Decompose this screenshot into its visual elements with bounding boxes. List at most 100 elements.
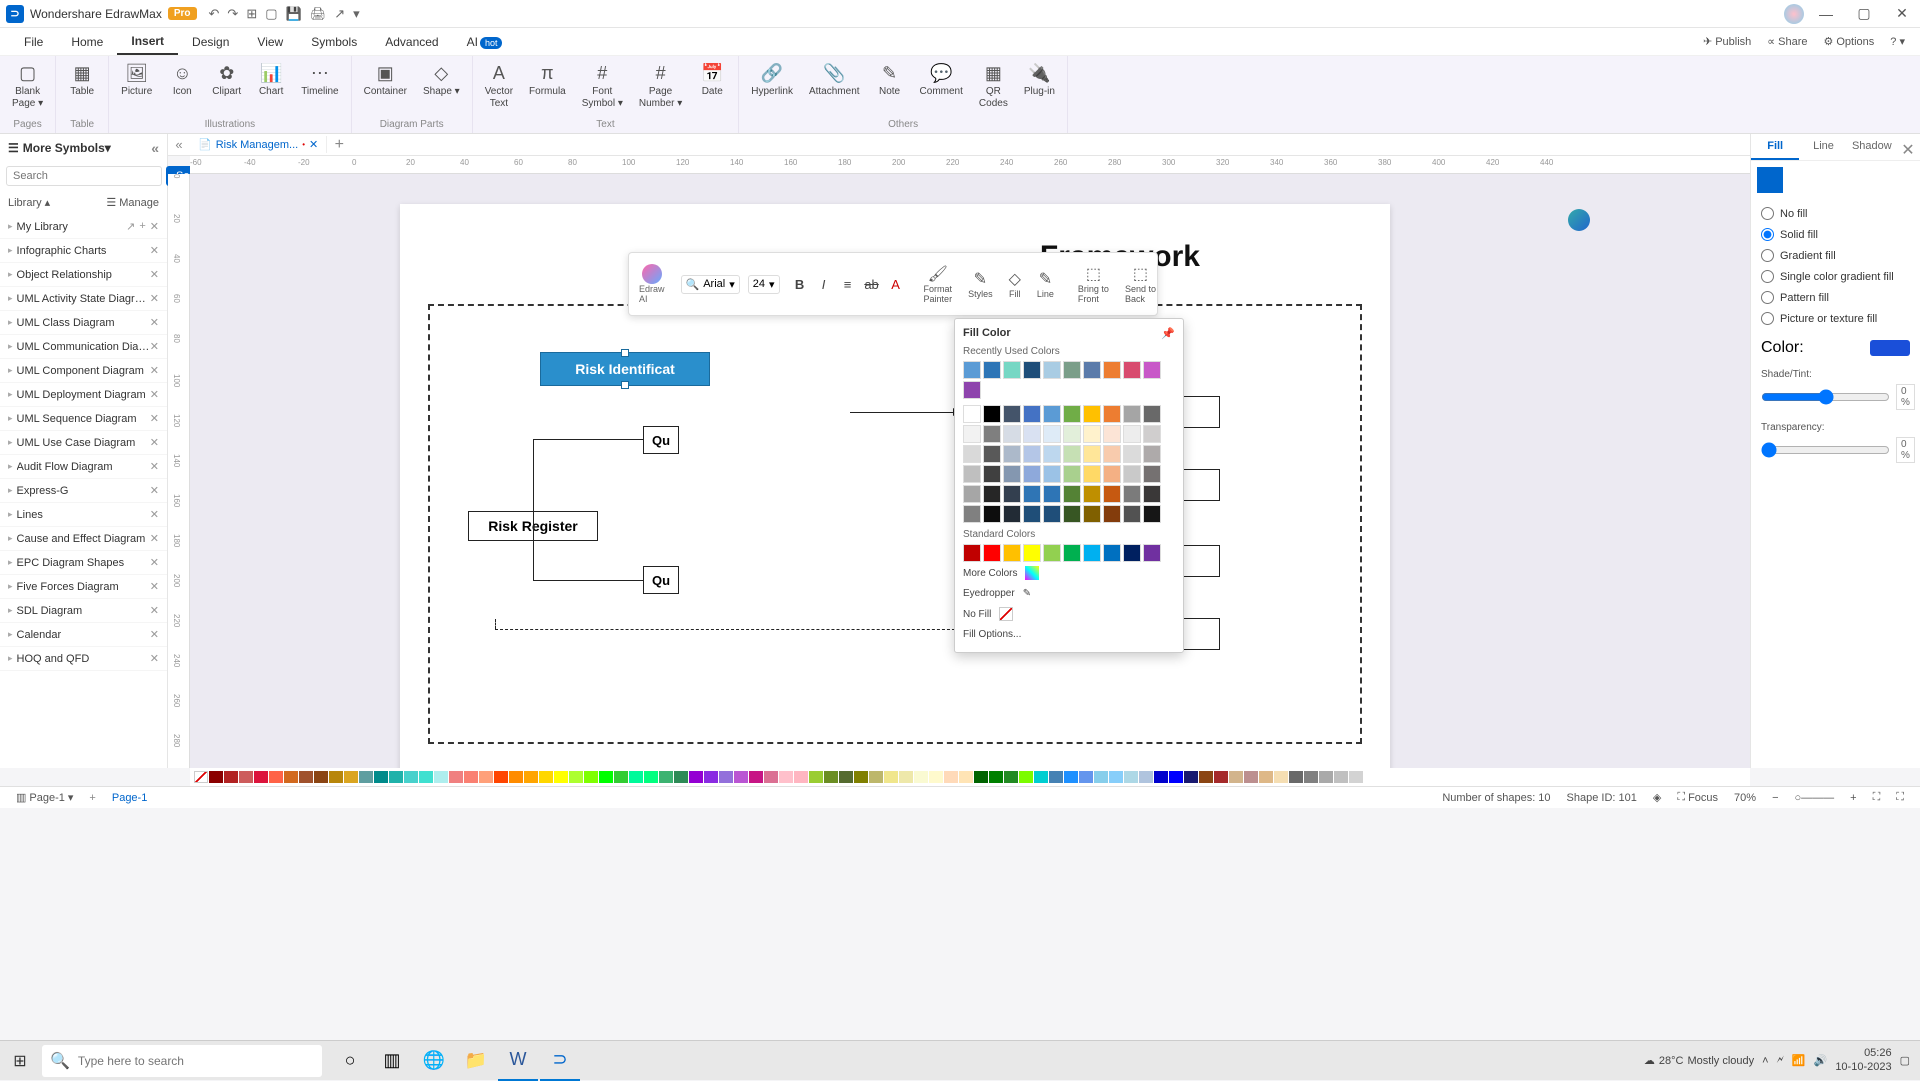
notification-icon[interactable]: ▢ xyxy=(1900,1054,1910,1067)
color-swatch[interactable] xyxy=(1043,425,1061,443)
export-button[interactable]: ↗ xyxy=(334,6,345,22)
save-button[interactable]: 💾 xyxy=(286,6,302,22)
library-item[interactable]: ▸Lines✕ xyxy=(0,503,167,527)
palette-swatch[interactable] xyxy=(659,771,673,783)
color-swatch[interactable] xyxy=(1123,465,1141,483)
menu-design[interactable]: Design xyxy=(178,30,243,54)
palette-swatch[interactable] xyxy=(479,771,493,783)
library-item[interactable]: ▸Cause and Effect Diagram✕ xyxy=(0,527,167,551)
palette-swatch[interactable] xyxy=(959,771,973,783)
palette-swatch[interactable] xyxy=(1319,771,1333,783)
color-swatch[interactable] xyxy=(983,485,1001,503)
color-swatch[interactable] xyxy=(1003,505,1021,523)
transparency-slider[interactable] xyxy=(1761,442,1890,458)
page-tab[interactable]: Page-1 xyxy=(104,792,155,804)
tab-line[interactable]: Line xyxy=(1799,134,1847,160)
ribbon-container[interactable]: ▣Container xyxy=(356,60,415,100)
color-swatch[interactable] xyxy=(1043,361,1061,379)
symbol-search-input[interactable] xyxy=(6,166,162,186)
color-swatch[interactable] xyxy=(963,544,981,562)
fill-radio[interactable]: No fill xyxy=(1761,203,1910,224)
palette-swatch[interactable] xyxy=(1244,771,1258,783)
color-swatch[interactable] xyxy=(1063,485,1081,503)
palette-swatch[interactable] xyxy=(224,771,238,783)
color-swatch[interactable] xyxy=(1063,405,1081,423)
color-swatch[interactable] xyxy=(1003,544,1021,562)
fill-radio[interactable]: Gradient fill xyxy=(1761,245,1910,266)
doc-tab[interactable]: 📄 Risk Managem... • ✕ xyxy=(190,136,327,153)
ribbon-chart[interactable]: 📊Chart xyxy=(249,60,293,100)
palette-swatch[interactable] xyxy=(1034,771,1048,783)
bring-front-button[interactable]: ⬚Bring to Front xyxy=(1072,264,1115,304)
tray-chevron-icon[interactable]: ˄ xyxy=(1762,1055,1768,1067)
redo-button[interactable]: ↷ xyxy=(227,6,238,22)
edge-icon[interactable]: 🌐 xyxy=(414,1041,454,1081)
palette-swatch[interactable] xyxy=(554,771,568,783)
palette-swatch[interactable] xyxy=(284,771,298,783)
my-library-item[interactable]: ▸ My Library ↗+✕ xyxy=(0,215,167,239)
palette-swatch[interactable] xyxy=(749,771,763,783)
no-fill-swatch[interactable] xyxy=(194,771,208,783)
palette-swatch[interactable] xyxy=(494,771,508,783)
palette-swatch[interactable] xyxy=(1259,771,1273,783)
color-swatch[interactable] xyxy=(1123,425,1141,443)
font-color-button[interactable]: A xyxy=(886,274,906,294)
ribbon-picture[interactable]: 🖼Picture xyxy=(113,60,160,100)
color-swatch[interactable] xyxy=(1123,405,1141,423)
color-swatch[interactable] xyxy=(1043,445,1061,463)
tray-wifi-icon[interactable]: 📶 xyxy=(1792,1054,1806,1067)
ribbon-page-number-[interactable]: #PageNumber ▾ xyxy=(631,60,690,112)
palette-swatch[interactable] xyxy=(434,771,448,783)
shade-slider[interactable] xyxy=(1761,389,1890,405)
palette-swatch[interactable] xyxy=(929,771,943,783)
color-swatch[interactable] xyxy=(963,465,981,483)
color-swatch[interactable] xyxy=(1043,485,1061,503)
tray-battery-icon[interactable]: 🗲 xyxy=(1777,1054,1784,1067)
palette-swatch[interactable] xyxy=(374,771,388,783)
color-swatch[interactable] xyxy=(1043,405,1061,423)
fill-button[interactable]: ◇Fill xyxy=(1003,269,1027,299)
ribbon-icon[interactable]: ☺Icon xyxy=(160,60,204,100)
color-swatch[interactable] xyxy=(1063,425,1081,443)
add-page-button[interactable]: + xyxy=(81,792,103,804)
palette-swatch[interactable] xyxy=(419,771,433,783)
color-swatch[interactable] xyxy=(1103,465,1121,483)
color-swatch[interactable] xyxy=(983,445,1001,463)
focus-button[interactable]: ⛶ Focus xyxy=(1669,791,1726,804)
color-swatch[interactable] xyxy=(1063,544,1081,562)
expand-left-panel[interactable]: « xyxy=(168,137,190,152)
library-item[interactable]: ▸EPC Diagram Shapes✕ xyxy=(0,551,167,575)
palette-swatch[interactable] xyxy=(299,771,313,783)
maximize-button[interactable]: ▢ xyxy=(1852,5,1876,22)
palette-swatch[interactable] xyxy=(839,771,853,783)
color-swatch[interactable] xyxy=(1063,465,1081,483)
ribbon-table[interactable]: ▦Table xyxy=(60,60,104,100)
palette-swatch[interactable] xyxy=(269,771,283,783)
palette-swatch[interactable] xyxy=(404,771,418,783)
palette-swatch[interactable] xyxy=(629,771,643,783)
color-swatch[interactable] xyxy=(1083,544,1101,562)
color-swatch[interactable] xyxy=(1023,465,1041,483)
color-swatch[interactable] xyxy=(1043,544,1061,562)
palette-swatch[interactable] xyxy=(389,771,403,783)
palette-swatch[interactable] xyxy=(824,771,838,783)
fill-radio[interactable]: Single color gradient fill xyxy=(1761,266,1910,287)
no-fill-link[interactable]: No Fill xyxy=(963,603,1175,625)
library-item[interactable]: ▸Object Relationship✕ xyxy=(0,263,167,287)
ribbon-hyperlink[interactable]: 🔗Hyperlink xyxy=(743,60,801,100)
color-swatch[interactable] xyxy=(1023,485,1041,503)
palette-swatch[interactable] xyxy=(599,771,613,783)
format-painter-button[interactable]: 🖌Format Painter xyxy=(918,264,959,304)
color-swatch[interactable] xyxy=(983,505,1001,523)
palette-swatch[interactable] xyxy=(464,771,478,783)
tray-volume-icon[interactable]: 🔊 xyxy=(1814,1054,1828,1067)
fullscreen-button[interactable]: ⛶ xyxy=(1888,791,1912,804)
taskbar-search-input[interactable] xyxy=(78,1054,314,1068)
menu-advanced[interactable]: Advanced xyxy=(371,30,452,54)
taskview-icon[interactable]: ▥ xyxy=(372,1041,412,1081)
color-swatch[interactable] xyxy=(1103,485,1121,503)
color-swatch[interactable] xyxy=(1143,445,1161,463)
menu-view[interactable]: View xyxy=(243,30,297,54)
color-swatch[interactable] xyxy=(963,361,981,379)
start-button[interactable]: ⊞ xyxy=(0,1041,40,1081)
